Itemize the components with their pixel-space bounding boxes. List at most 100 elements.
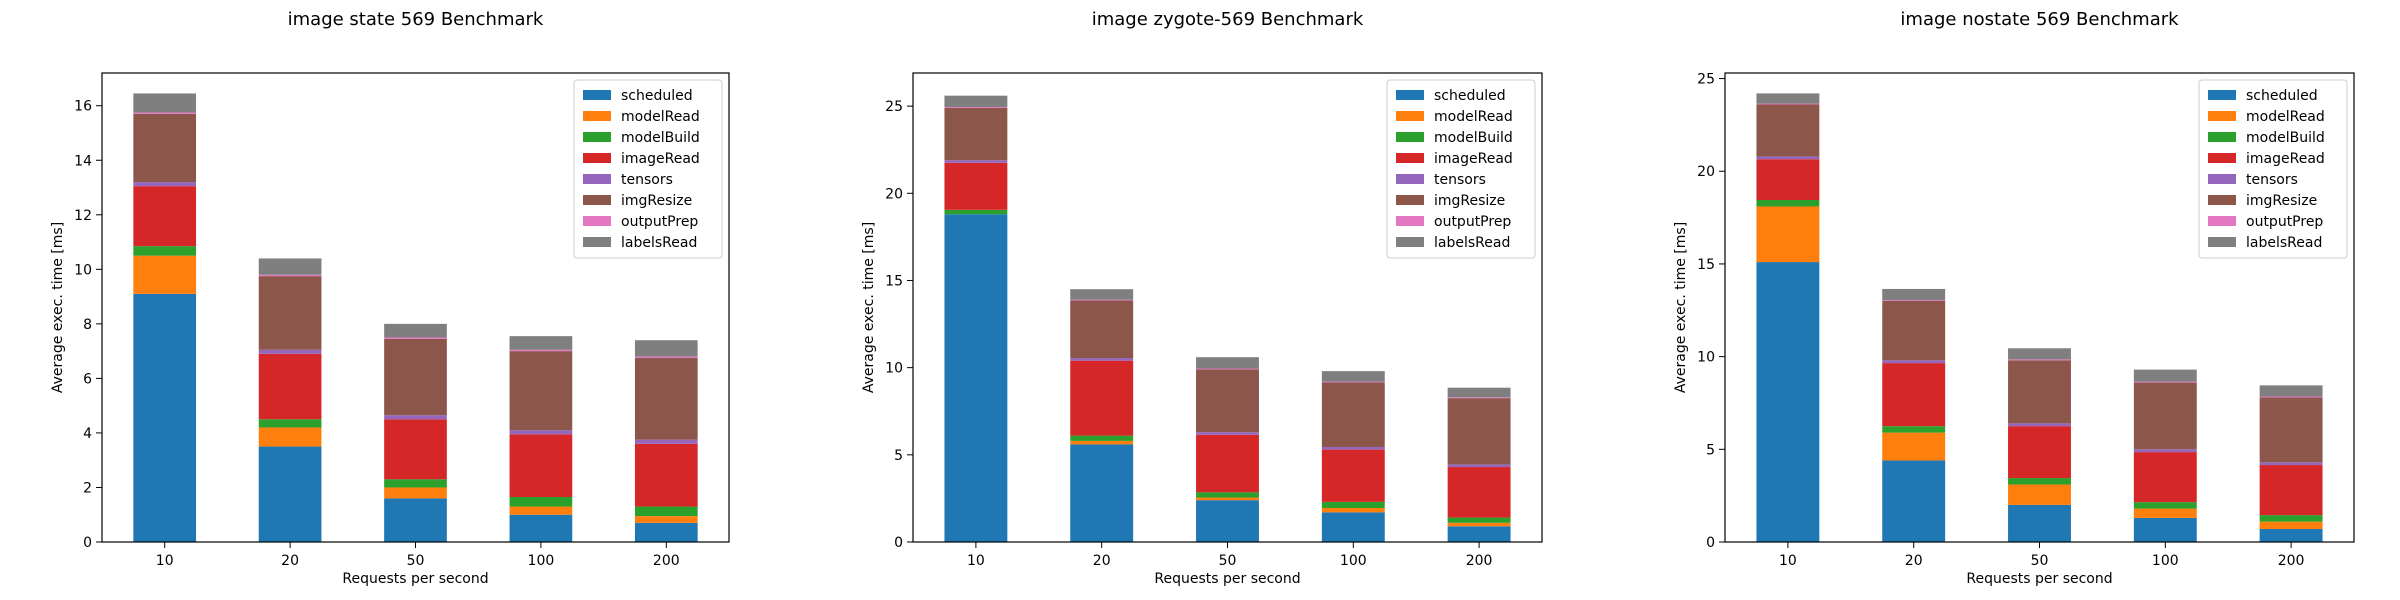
bar-segment	[1882, 432, 1946, 461]
bar-segment	[2008, 484, 2071, 505]
legend-label: tensors	[2246, 172, 2298, 188]
bar-segment	[258, 349, 322, 354]
y-tick-label: 25	[1697, 72, 1715, 88]
bar-segment	[1321, 371, 1385, 382]
legend-label: tensors	[1434, 172, 1486, 188]
bar-segment	[2008, 423, 2071, 427]
bar-segment	[1447, 517, 1511, 523]
bar-segment	[133, 112, 197, 114]
bar-segment	[384, 498, 447, 542]
bar-segment	[2259, 529, 2323, 542]
y-tick-label: 20	[885, 186, 903, 202]
bar-segment	[634, 443, 698, 507]
bar-segment	[634, 516, 698, 523]
chart-title: image nostate 569 Benchmark	[1900, 9, 2179, 30]
legend-label: scheduled	[621, 88, 693, 104]
bar-segment	[1882, 288, 1946, 301]
x-tick-label: 50	[407, 553, 425, 569]
y-tick-label: 0	[1706, 535, 1715, 551]
bar-segment	[944, 162, 1008, 210]
bar-segment	[384, 415, 447, 420]
bar-segment	[944, 95, 1008, 107]
bar-segment	[384, 323, 447, 338]
legend-label: imgResize	[621, 193, 692, 209]
bar-segment	[2008, 504, 2071, 542]
x-tick-label: 20	[281, 553, 299, 569]
bar-segment	[1447, 464, 1511, 468]
legend-swatch	[583, 174, 611, 184]
x-axis-label: Requests per second	[342, 571, 488, 587]
x-tick-label: 100	[528, 553, 555, 569]
bar-segment	[258, 427, 322, 447]
bar-segment	[1882, 360, 1946, 364]
legend: scheduled modelRead modelBuild imageRead ten…	[573, 79, 723, 259]
bar-segment	[1070, 300, 1134, 359]
y-tick-label: 10	[1697, 350, 1715, 366]
bar-segment	[2133, 382, 2197, 450]
chart-title: image state 569 Benchmark	[288, 9, 544, 30]
legend-swatch	[583, 153, 611, 163]
bar-segment	[1321, 449, 1385, 502]
bar-segment	[2133, 452, 2197, 503]
bar-segment	[2259, 515, 2323, 522]
bar-segment	[1756, 104, 1820, 157]
bar-segment	[2133, 508, 2197, 518]
legend-label: outputPrep	[621, 214, 698, 230]
legend: scheduled modelRead modelBuild imageRead ten…	[2198, 79, 2348, 259]
legend-label: imgResize	[2246, 193, 2317, 209]
legend-swatch	[583, 195, 611, 205]
bar-segment	[2259, 521, 2323, 530]
legend-swatch	[583, 90, 611, 100]
bar-segment	[384, 479, 447, 488]
bar-segment	[1447, 467, 1511, 518]
bar-segment	[634, 522, 698, 542]
bar-segment	[509, 506, 573, 515]
legend-swatch	[2208, 111, 2236, 121]
bar-segment	[1756, 199, 1820, 207]
bar-segment	[1196, 368, 1259, 370]
bar-segment	[509, 336, 573, 350]
y-axis-label: Average exec. time [ms]	[50, 222, 66, 393]
bar-segment	[1196, 497, 1259, 501]
y-tick-label: 14	[74, 153, 92, 169]
legend-label: scheduled	[2246, 88, 2318, 104]
bar-segment	[2133, 502, 2197, 509]
bar-segment	[133, 293, 197, 542]
bar-segment	[1196, 432, 1259, 435]
bars-group	[133, 93, 698, 542]
legend-label: modelBuild	[621, 130, 700, 146]
bar-segment	[1070, 435, 1134, 441]
bar-segment	[1882, 426, 1946, 433]
bar-segment	[2008, 360, 2071, 424]
bar-segment	[1070, 358, 1134, 361]
bar-segment	[384, 338, 447, 416]
bar-segment	[634, 356, 698, 358]
bar-segment	[133, 186, 197, 247]
bar-segment	[1447, 522, 1511, 527]
bar-segment	[1196, 500, 1259, 542]
x-tick-label: 10	[1779, 553, 1797, 569]
bar-segment	[509, 514, 573, 542]
legend-swatch	[1396, 90, 1424, 100]
x-tick-label: 20	[1093, 553, 1111, 569]
bar-segment	[944, 107, 1008, 108]
legend-swatch	[1396, 216, 1424, 226]
bar-segment	[1070, 444, 1134, 542]
y-tick-label: 16	[74, 99, 92, 115]
bar-segment	[1196, 492, 1259, 498]
legend-label: modelBuild	[1434, 130, 1513, 146]
x-tick-label: 10	[967, 553, 985, 569]
bars-group	[1756, 93, 2323, 542]
bar-segment	[258, 419, 322, 428]
legend-label: modelRead	[2246, 109, 2325, 125]
bar-segment	[1070, 299, 1134, 301]
legend-swatch	[2208, 195, 2236, 205]
bar-segment	[2133, 517, 2197, 542]
chart-panel-1: 10 20 50 100 200 0 5 10 15 20 25 image zygote-569 B…	[861, 9, 1543, 587]
legend-label: labelsRead	[2246, 235, 2322, 251]
bar-segment	[509, 434, 573, 498]
bar-segment	[634, 439, 698, 444]
bar-segment	[1321, 512, 1385, 542]
legend-box	[1386, 79, 1536, 259]
